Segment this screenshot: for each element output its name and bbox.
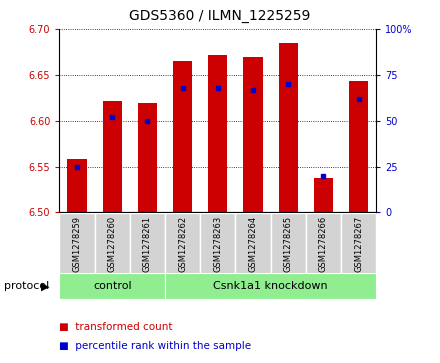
Bar	[200, 213, 235, 274]
Bar	[67, 159, 87, 212]
Bar	[95, 213, 130, 274]
Bar	[314, 179, 333, 212]
Text: GSM1278266: GSM1278266	[319, 216, 328, 272]
Bar	[306, 213, 341, 274]
Text: GDS5360 / ILMN_1225259: GDS5360 / ILMN_1225259	[129, 9, 311, 23]
Bar	[279, 43, 298, 212]
Text: GSM1278261: GSM1278261	[143, 216, 152, 272]
Bar	[349, 81, 368, 212]
Bar	[165, 213, 200, 274]
Bar	[235, 213, 271, 274]
Text: GSM1278264: GSM1278264	[249, 216, 257, 272]
Text: GSM1278263: GSM1278263	[213, 216, 222, 272]
Text: GSM1278259: GSM1278259	[73, 216, 81, 272]
Bar	[208, 55, 227, 212]
Bar	[341, 213, 376, 274]
Bar	[165, 273, 376, 299]
Bar	[103, 101, 122, 212]
Bar	[243, 57, 263, 212]
Bar	[130, 213, 165, 274]
Bar	[173, 61, 192, 212]
Text: protocol: protocol	[4, 281, 50, 291]
Text: Csnk1a1 knockdown: Csnk1a1 knockdown	[213, 281, 328, 291]
Text: ▶: ▶	[40, 281, 49, 291]
Bar	[138, 103, 157, 212]
Bar	[59, 273, 165, 299]
Text: GSM1278265: GSM1278265	[284, 216, 293, 272]
Bar	[59, 213, 95, 274]
Text: GSM1278262: GSM1278262	[178, 216, 187, 272]
Text: control: control	[93, 281, 132, 291]
Text: GSM1278260: GSM1278260	[108, 216, 117, 272]
Text: GSM1278267: GSM1278267	[354, 216, 363, 272]
Text: ■  percentile rank within the sample: ■ percentile rank within the sample	[59, 340, 252, 351]
Text: ■  transformed count: ■ transformed count	[59, 322, 173, 332]
Bar	[271, 213, 306, 274]
